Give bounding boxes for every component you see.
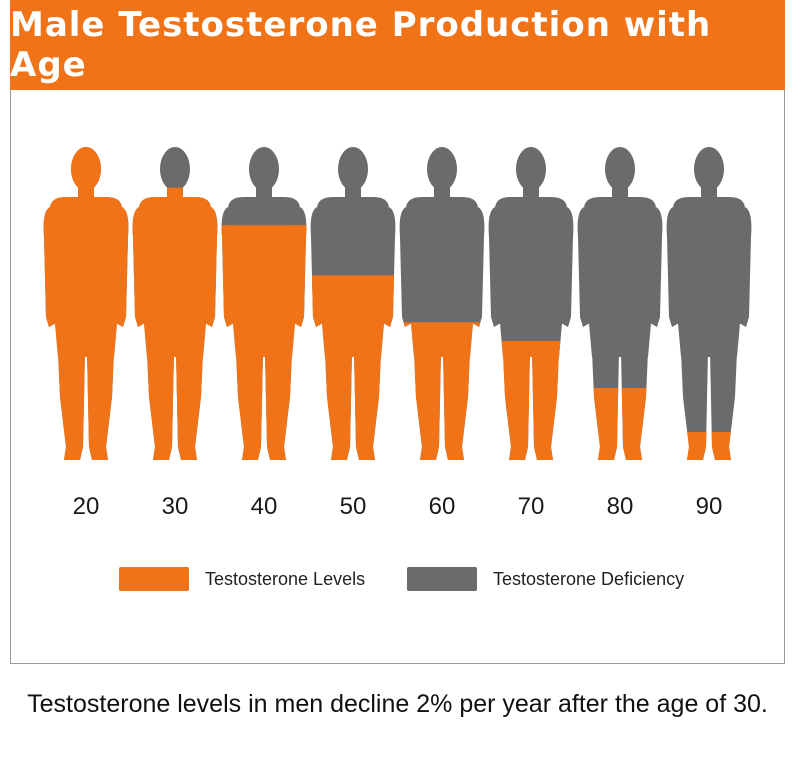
chart-panel: 20 30 40 50 60 70 80 90 Testosterone Levels Tes… xyxy=(10,90,785,664)
figure-age-40: 40 xyxy=(221,147,307,520)
figure-age-30: 30 xyxy=(132,147,218,520)
age-label-40: 40 xyxy=(251,493,278,520)
deficiency-mark-90 xyxy=(666,147,752,460)
level-mark-70 xyxy=(501,341,561,460)
age-label-60: 60 xyxy=(429,493,456,520)
legend-label-deficiency: Testosterone Deficiency xyxy=(493,568,685,589)
figure-age-90: 90 xyxy=(666,147,752,520)
chart-header: Male Testosterone Production with Age xyxy=(10,0,785,90)
age-label-50: 50 xyxy=(340,493,367,520)
level-mark-50 xyxy=(311,275,395,460)
legend-item-deficiency: Testosterone Deficiency xyxy=(407,566,684,592)
caption-text: Testosterone levels in men decline 2% pe… xyxy=(27,690,768,718)
level-mark-80 xyxy=(593,388,647,460)
pictograph-figures: 20 30 40 50 60 70 80 90 xyxy=(43,147,752,520)
age-label-80: 80 xyxy=(607,493,634,520)
figure-age-50: 50 xyxy=(310,147,396,520)
level-mark-30 xyxy=(132,187,218,460)
figure-age-20: 20 xyxy=(43,147,129,520)
level-mark-60 xyxy=(403,322,481,460)
legend-swatch-deficiency xyxy=(407,567,477,591)
age-label-20: 20 xyxy=(73,493,100,520)
legend-item-levels: Testosterone Levels xyxy=(119,566,365,592)
level-mark-90 xyxy=(687,431,731,460)
age-label-70: 70 xyxy=(518,493,545,520)
figure-age-70: 70 xyxy=(488,147,574,520)
age-label-30: 30 xyxy=(162,493,189,520)
deficiency-mark-80 xyxy=(577,147,663,460)
deficiency-mark-60 xyxy=(399,147,485,460)
chart-title: Male Testosterone Production with Age xyxy=(10,5,712,85)
age-label-90: 90 xyxy=(696,493,723,520)
legend-label-levels: Testosterone Levels xyxy=(205,568,366,589)
figure-age-80: 80 xyxy=(577,147,663,520)
level-mark-40 xyxy=(221,225,307,460)
legend-swatch-levels xyxy=(119,567,189,591)
level-mark-20 xyxy=(43,147,129,460)
deficiency-mark-70 xyxy=(488,147,574,460)
figure-age-60: 60 xyxy=(399,147,485,520)
